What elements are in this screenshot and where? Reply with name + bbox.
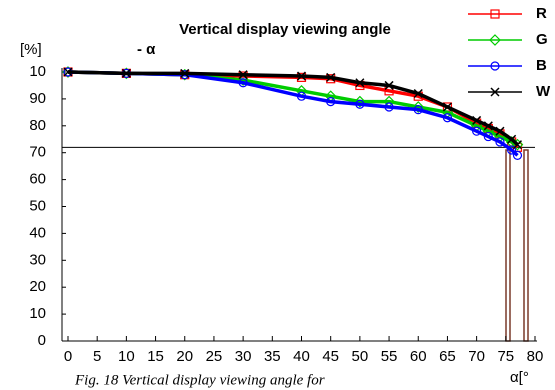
- y-tick-label: 10: [29, 63, 46, 80]
- marker: [238, 78, 248, 88]
- marker: [512, 140, 523, 150]
- marker: [495, 137, 505, 147]
- x-tick-label: 80: [527, 348, 544, 365]
- marker: [442, 113, 453, 123]
- legend-label: W: [536, 83, 551, 100]
- marker: [238, 70, 248, 80]
- legend-label: R: [536, 5, 547, 22]
- x-tick-label: 70: [468, 348, 485, 365]
- marker: [180, 68, 190, 78]
- x-tick-label: 20: [176, 348, 193, 365]
- marker: [326, 96, 336, 107]
- legend-marker: [490, 61, 500, 71]
- marker: [507, 145, 517, 155]
- x-tick-label: 35: [264, 348, 281, 365]
- x-tick-label: 75: [497, 348, 514, 365]
- x-tick-label: 5: [93, 348, 101, 365]
- chart-title: - α: [137, 41, 156, 58]
- y-tick-label: 70: [29, 144, 46, 161]
- marker: [296, 91, 307, 101]
- marker: [296, 71, 307, 81]
- marker: [121, 68, 131, 78]
- marker: [483, 121, 493, 131]
- x-tick-label: 40: [293, 348, 310, 365]
- x-tick-label: 55: [381, 348, 398, 365]
- legend-marker: [490, 9, 500, 19]
- y-tick-label: 40: [29, 224, 46, 241]
- marker: [472, 115, 482, 125]
- caption: Fig. 18 Vertical display viewing angle f…: [74, 372, 325, 388]
- y-axis-label: [%]: [20, 41, 42, 58]
- x-tick-label: 65: [439, 348, 456, 365]
- y-tick-label: 30: [29, 251, 46, 268]
- marker: [63, 67, 73, 77]
- marker-bar: [505, 149, 511, 342]
- legend-marker: [489, 34, 501, 46]
- x-tick-label: 0: [64, 348, 72, 365]
- marker: [384, 80, 394, 90]
- marker: [413, 105, 423, 115]
- y-tick-label: 10: [29, 305, 46, 322]
- marker-bar: [523, 149, 529, 342]
- series-line: [67, 70, 519, 146]
- x-tick-label: 50: [352, 348, 369, 365]
- marker: [355, 78, 365, 88]
- marker: [412, 101, 425, 113]
- legend-marker: [490, 87, 500, 97]
- marker: [495, 126, 505, 136]
- x-tick-label: 25: [206, 348, 223, 365]
- x-tick-label: 30: [235, 348, 252, 365]
- marker: [355, 99, 365, 109]
- y-tick-label: 80: [29, 117, 46, 134]
- marker: [354, 95, 366, 108]
- marker: [512, 150, 523, 160]
- marker: [472, 126, 482, 136]
- y-tick-label: 0: [38, 332, 46, 349]
- x-tick-label: 10: [118, 348, 135, 365]
- chart-title: Vertical display viewing angle: [179, 21, 391, 38]
- y-tick-label: 60: [29, 171, 46, 188]
- marker: [442, 102, 452, 112]
- x-axis-label: α[°: [510, 369, 529, 386]
- legend-label: B: [536, 57, 547, 74]
- marker: [326, 72, 336, 82]
- legend-label: G: [536, 31, 548, 48]
- marker: [483, 131, 493, 142]
- y-tick-label: 20: [29, 278, 46, 295]
- x-tick-label: 60: [410, 348, 427, 365]
- marker: [384, 102, 394, 112]
- x-tick-label: 45: [322, 348, 339, 365]
- x-tick-label: 15: [147, 348, 164, 365]
- y-tick-label: 90: [29, 90, 46, 107]
- y-tick-label: 50: [29, 197, 46, 214]
- marker: [413, 88, 423, 99]
